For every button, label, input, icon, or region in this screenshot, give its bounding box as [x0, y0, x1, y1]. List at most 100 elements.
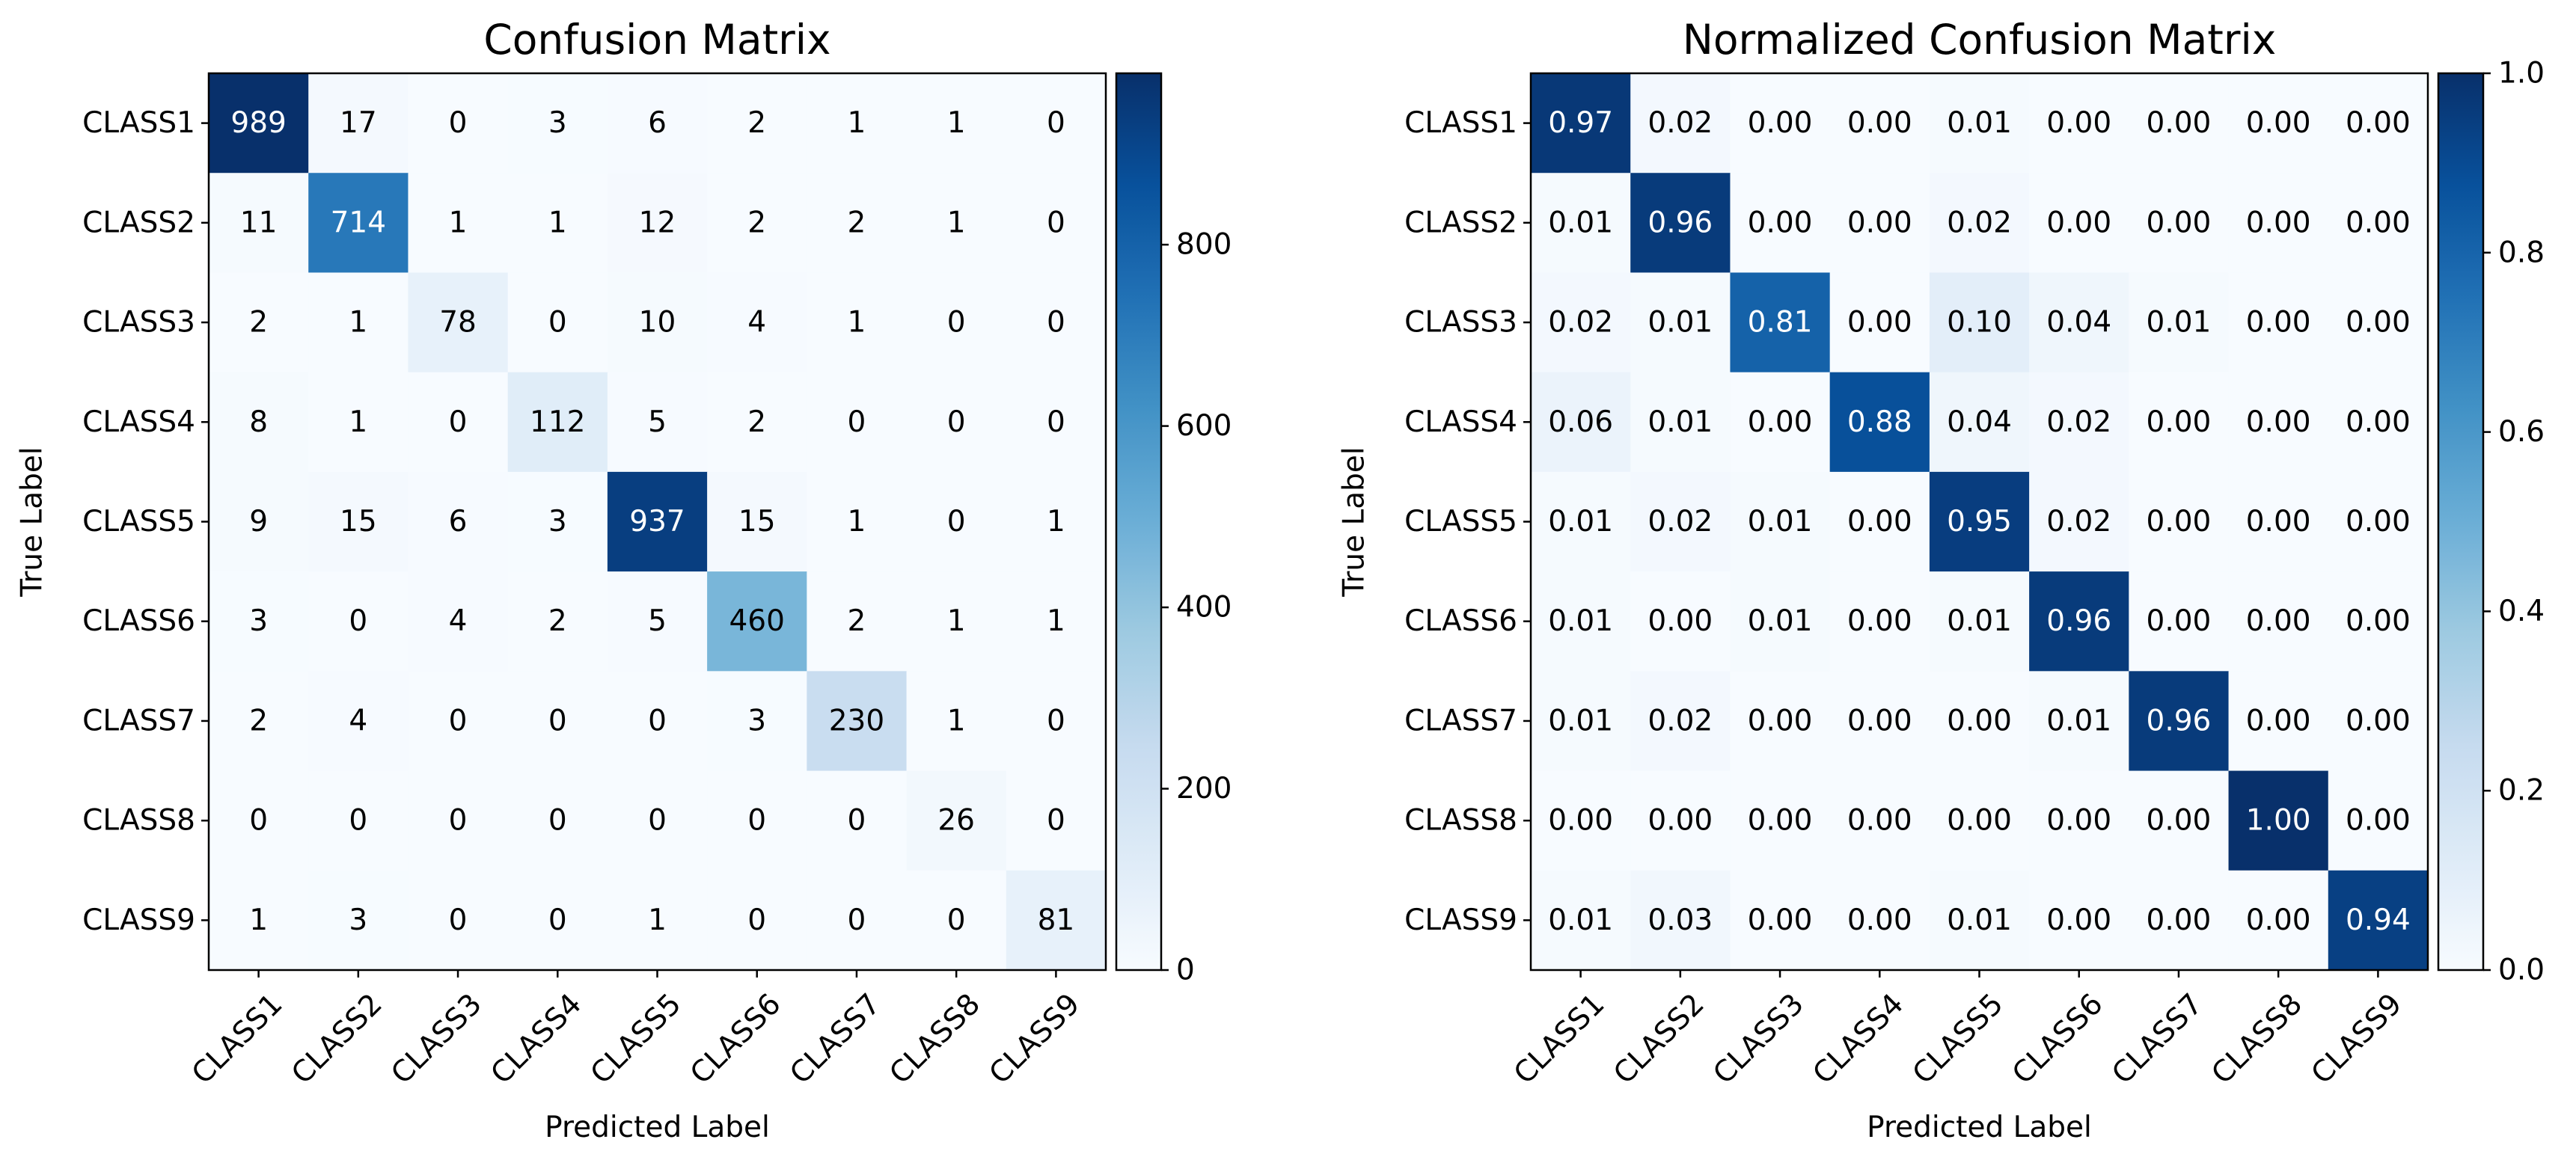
cell-value-r5-c6: 0.02 [2046, 505, 2111, 538]
heatmap-cell-r3-c2 [308, 272, 409, 373]
heatmap-cell-r8-c5 [607, 770, 708, 871]
cell-value-r7-c4: 0.00 [1847, 704, 1912, 737]
heatmap-cell-r8-c8 [906, 770, 1007, 871]
heatmap-cell-r4-c5 [607, 372, 708, 473]
heatmap-cell-r5-c6 [2029, 471, 2129, 572]
cell-value-r7-c6: 3 [747, 704, 766, 737]
heatmap-cell-r3-c7 [2129, 272, 2230, 373]
heatmap-cell-r3-c7 [807, 272, 908, 373]
cell-value-r3-c1: 2 [249, 306, 268, 340]
cell-value-r7-c2: 4 [349, 704, 367, 737]
heatmap-cell-r4-c5 [1929, 372, 2030, 473]
y-tick-label: CLASS3 [1404, 306, 1517, 340]
heatmap-cell-r2-c8 [906, 173, 1007, 274]
heatmap-cell-r4-c6 [707, 372, 807, 473]
cell-value-r4-c7: 0.00 [2147, 405, 2212, 439]
heatmap-cell-r3-c1 [209, 272, 309, 373]
heatmap-cell-r2-c3 [1730, 173, 1831, 274]
heatmap-cell-r1-c7 [2129, 73, 2230, 174]
heatmap-cell-r6-c4 [1829, 571, 1930, 672]
cell-value-r1-c1: 0.97 [1548, 106, 1613, 140]
cell-value-r6-c4: 0.00 [1847, 604, 1912, 638]
cell-value-r4-c5: 0.04 [1947, 405, 2012, 439]
cell-value-r3-c4: 0 [548, 306, 567, 340]
heatmap-cell-r7-c7 [807, 671, 908, 772]
heatmap-cell-r5-c8 [2228, 471, 2329, 572]
heatmap-cell-r7-c1 [1531, 671, 1631, 772]
heatmap-cell-r8-c2 [1630, 770, 1731, 871]
cell-value-r5-c3: 6 [449, 505, 468, 538]
cell-value-r4-c1: 8 [249, 405, 268, 439]
heatmap-cell-r5-c4 [507, 471, 608, 572]
heatmap-cell-r6-c8 [906, 571, 1007, 672]
cell-value-r3-c2: 1 [349, 306, 367, 340]
cell-value-r6-c8: 0.00 [2246, 604, 2311, 638]
cell-value-r7-c7: 0.96 [2147, 704, 2212, 737]
cell-value-r5-c6: 15 [738, 505, 776, 538]
heatmap-cell-r7-c8 [2228, 671, 2329, 772]
cell-value-r2-c7: 2 [848, 206, 866, 239]
heatmap-cell-r9-c8 [906, 870, 1007, 971]
y-tick-label: CLASS4 [82, 405, 195, 439]
heatmap-cell-r7-c2 [1630, 671, 1731, 772]
heatmap-cell-r5-c4 [1829, 471, 1930, 572]
cell-value-r8-c5: 0 [648, 804, 667, 838]
cell-value-r3-c8: 0 [947, 306, 966, 340]
cell-value-r3-c3: 78 [439, 306, 477, 340]
cell-value-r2-c1: 0.01 [1548, 206, 1613, 239]
cell-value-r1-c2: 17 [340, 106, 377, 140]
cell-value-r1-c8: 0.00 [2246, 106, 2311, 140]
cell-value-r2-c6: 0.00 [2046, 206, 2111, 239]
heatmap-cell-r4-c4 [507, 372, 608, 473]
cell-value-r8-c4: 0.00 [1847, 804, 1912, 838]
heatmap-cell-r9-c4 [507, 870, 608, 971]
heatmap-cell-r3-c5 [607, 272, 708, 373]
cell-value-r5-c2: 0.02 [1648, 505, 1713, 538]
cell-value-r5-c1: 9 [249, 505, 268, 538]
cell-value-r7-c8: 0.00 [2246, 704, 2311, 737]
cell-value-r2-c5: 0.02 [1947, 206, 2012, 239]
cell-value-r9-c9: 0.94 [2346, 903, 2411, 937]
y-tick-label: CLASS7 [82, 704, 195, 737]
heatmap-cell-r3-c4 [1829, 272, 1930, 373]
cell-value-r9-c3: 0 [449, 903, 468, 937]
colorbar-tick-label: 400 [1176, 591, 1232, 625]
colorbar-tick-label: 0 [1176, 954, 1195, 987]
cell-value-r1-c2: 0.02 [1648, 106, 1713, 140]
y-tick-label: CLASS7 [1404, 704, 1517, 737]
cell-value-r8-c3: 0.00 [1748, 804, 1813, 838]
heatmap-cell-r1-c8 [2228, 73, 2329, 174]
heatmap-cell-r5-c1 [1531, 471, 1631, 572]
heatmap-cell-r6-c6 [2029, 571, 2129, 672]
cell-value-r2-c6: 2 [747, 206, 766, 239]
heatmap-cell-r1-c7 [807, 73, 908, 174]
heatmap-cell-r9-c7 [807, 870, 908, 971]
colorbar-tick-label: 200 [1176, 772, 1232, 806]
heatmap-cell-r7-c2 [308, 671, 409, 772]
heatmap-cell-r9-c7 [2129, 870, 2230, 971]
cell-value-r8-c3: 0 [449, 804, 468, 838]
cell-value-r8-c2: 0.00 [1648, 804, 1713, 838]
cell-value-r1-c7: 1 [848, 106, 866, 140]
cell-value-r5-c8: 0 [947, 505, 966, 538]
colorbar-tick-label: 800 [1176, 228, 1232, 262]
heatmap-cell-r4-c2 [1630, 372, 1731, 473]
heatmap-cell-r4-c1 [209, 372, 309, 473]
cell-value-r1-c8: 1 [947, 106, 966, 140]
cell-value-r3-c1: 0.02 [1548, 306, 1613, 340]
colorbar-tick-label: 0.6 [2498, 415, 2545, 449]
cell-value-r2-c5: 12 [639, 206, 676, 239]
heatmap-cell-r6-c7 [2129, 571, 2230, 672]
cell-value-r7-c1: 2 [249, 704, 268, 737]
heatmap-cell-r5-c9 [2328, 471, 2429, 572]
x-axis-label: Predicted Label [1867, 1111, 2092, 1144]
cell-value-r1-c6: 2 [747, 106, 766, 140]
heatmap-cell-r4-c9 [1006, 372, 1107, 473]
heatmap-cell-r7-c7 [2129, 671, 2230, 772]
heatmap-cell-r2-c6 [707, 173, 807, 274]
chart-title: Normalized Confusion Matrix [1683, 16, 2277, 64]
cell-value-r5-c4: 3 [548, 505, 567, 538]
cell-value-r1-c9: 0.00 [2346, 106, 2411, 140]
heatmap-cell-r1-c1 [1531, 73, 1631, 174]
heatmap-cell-r2-c4 [507, 173, 608, 274]
